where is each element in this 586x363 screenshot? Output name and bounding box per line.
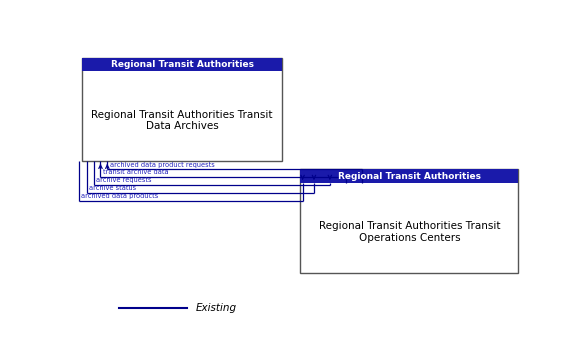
Text: archive status: archive status [89, 185, 137, 191]
Text: Regional Transit Authorities: Regional Transit Authorities [111, 60, 254, 69]
Text: Existing: Existing [196, 303, 237, 313]
Text: Regional Transit Authorities Transit
Operations Centers: Regional Transit Authorities Transit Ope… [319, 221, 500, 243]
Bar [300, 169, 519, 273]
Text: Regional Transit Authorities Transit
Data Archives: Regional Transit Authorities Transit Dat… [91, 110, 273, 131]
Bar [82, 57, 282, 161]
Text: transit archive data: transit archive data [103, 170, 168, 175]
Text: archived data product requests: archived data product requests [110, 162, 214, 168]
Text: Regional Transit Authorities: Regional Transit Authorities [338, 172, 481, 180]
Text: archived data products: archived data products [81, 193, 158, 199]
Text: archive requests: archive requests [96, 177, 151, 183]
Bar [300, 169, 519, 183]
Bar [82, 57, 282, 71]
